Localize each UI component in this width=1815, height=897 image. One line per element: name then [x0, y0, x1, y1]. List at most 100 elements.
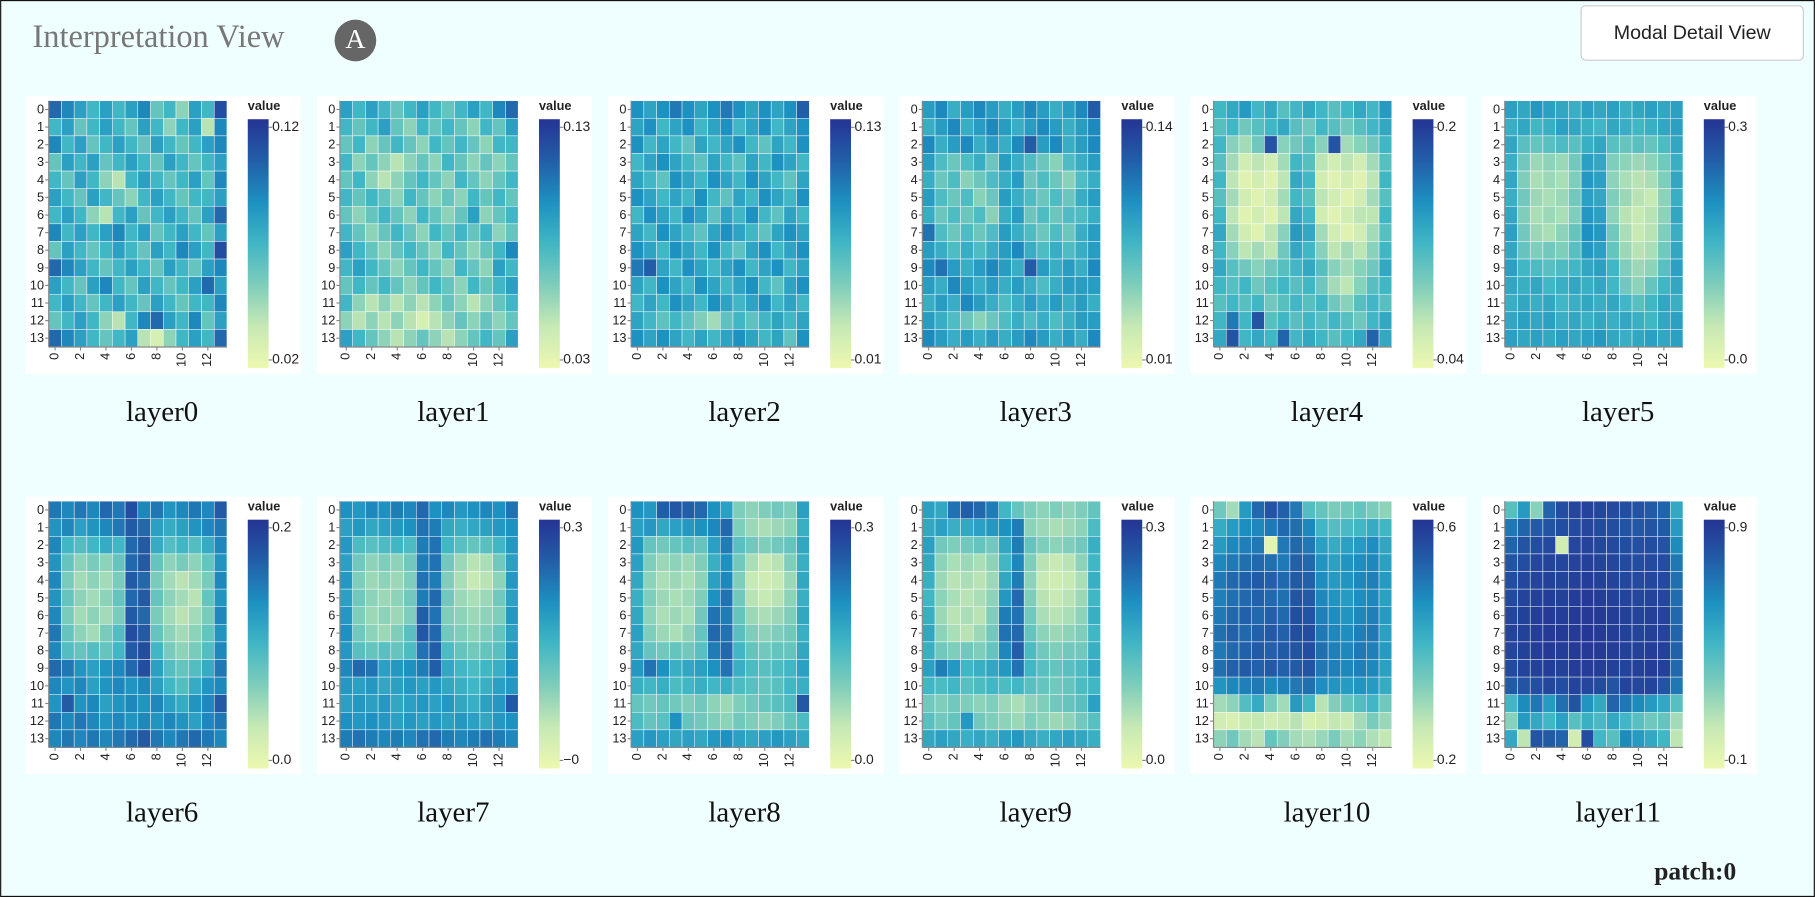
heatmap-cell [175, 624, 189, 643]
heatmap-cell [403, 206, 417, 225]
heatmap-cell [1644, 223, 1658, 242]
heatmap-cell [99, 553, 113, 572]
heatmap-cell [656, 571, 670, 590]
heatmap-cell [390, 659, 404, 678]
heatmap-cell [745, 500, 759, 519]
heatmap-cell [973, 329, 987, 348]
heatmap-cell [745, 588, 759, 607]
y-tick-label: 7 [1202, 225, 1209, 240]
heatmap-cell [681, 588, 695, 607]
x-tick-label: 2 [654, 753, 669, 760]
y-tick-label: 0 [1202, 502, 1209, 517]
heatmap-cell [1011, 694, 1025, 713]
heatmap-cell [1529, 606, 1544, 625]
heatmap-cell [441, 293, 455, 313]
heatmap-cell [1062, 571, 1076, 590]
heatmap-cell [985, 571, 999, 590]
heatmap-cell [377, 659, 392, 678]
heatmap-cell [1036, 170, 1050, 189]
heatmap-cell [732, 536, 746, 555]
heatmap-cell [745, 206, 759, 225]
y-tick-label: 12 [1195, 313, 1209, 328]
heatmap-cell [719, 293, 734, 313]
heatmap-cell [1378, 624, 1392, 643]
heatmap-cell [1087, 518, 1101, 537]
heatmap-cell [492, 624, 506, 643]
heatmap-cell [985, 241, 999, 260]
heatmap-cell [1238, 571, 1252, 590]
heatmap-cell [1593, 729, 1607, 748]
heatmap-cell [124, 329, 139, 348]
button-box[interactable] [1580, 5, 1804, 61]
heatmap-cell [1251, 258, 1265, 277]
heatmap-cell [1087, 293, 1101, 313]
heatmap-cell [1087, 729, 1101, 748]
heatmap-cell [377, 694, 392, 713]
x-tick-label: 0 [338, 753, 353, 760]
heatmap-cell [1568, 659, 1582, 678]
x-tick-label: 10 [756, 753, 771, 767]
heatmap-cell [796, 276, 810, 295]
heatmap-cell [505, 135, 519, 154]
heatmap-cell [1366, 624, 1380, 643]
colorbar-tick-label: 0.13 [854, 118, 881, 134]
button-label[interactable]: Modal Detail View [1614, 22, 1772, 44]
heatmap-cell [1264, 258, 1278, 277]
modal-detail-button[interactable]: Modal Detail View [1580, 5, 1804, 61]
heatmap-cell [188, 241, 202, 260]
x-tick-label: 6 [123, 353, 138, 360]
heatmap-cell [48, 694, 62, 713]
heatmap-cell [1340, 518, 1354, 537]
heatmap-cell [1251, 712, 1265, 731]
heatmap-cell [1264, 100, 1278, 119]
heatmap-cell [1340, 170, 1354, 189]
heatmap-cell [1226, 293, 1240, 313]
heatmap-cell [479, 729, 493, 748]
heatmap-cell [1276, 729, 1291, 748]
heatmap-cell [352, 518, 366, 537]
y-tick-label: 8 [1202, 242, 1209, 257]
colorbar-tick-label: 0.9 [1728, 518, 1748, 534]
heatmap-cell [1049, 500, 1063, 519]
heatmap-cell [454, 624, 468, 643]
heatmap-cell [1366, 311, 1380, 330]
y-tick-label: 1 [1202, 119, 1209, 134]
heatmap-cell [1315, 241, 1329, 260]
heatmap-cell [707, 223, 721, 242]
heatmap-cell [1340, 329, 1354, 348]
heatmap-cell [1276, 118, 1291, 137]
heatmap-cell [694, 641, 708, 660]
x-tick-label: 6 [1288, 353, 1303, 360]
heatmap-cell [1529, 241, 1544, 260]
heatmap-cell [428, 571, 442, 590]
heatmap-cell [1542, 694, 1556, 713]
heatmap-cell [1087, 135, 1101, 154]
heatmap-cell [86, 659, 100, 678]
heatmap-cell [99, 659, 113, 678]
colorbar-tick-label: 0.1 [1728, 751, 1748, 767]
heatmap-cell [1366, 170, 1380, 189]
heatmap-cell [1327, 329, 1342, 348]
heatmap-cell [1593, 641, 1607, 660]
heatmap-cell [1504, 276, 1518, 295]
heatmap-cell [643, 206, 657, 225]
heatmap-cell [1366, 118, 1380, 137]
heatmap-cell [454, 258, 468, 277]
heatmap-cell [732, 135, 746, 154]
x-tick-label: 2 [363, 353, 378, 360]
heatmap-cell [505, 729, 519, 748]
heatmap-cell [1327, 258, 1342, 277]
heatmap-cell [112, 311, 126, 330]
heatmap-cell [758, 588, 772, 607]
heatmap-cell [163, 311, 177, 330]
heatmap-cell [732, 606, 746, 625]
heatmap-cell [719, 188, 734, 207]
heatmap-cell [124, 170, 139, 189]
y-tick-label: 0 [1493, 502, 1500, 517]
heatmap-cell [1226, 329, 1240, 348]
heatmap-cell [1631, 170, 1646, 189]
heatmap-cell [973, 118, 987, 137]
heatmap-cell [201, 276, 215, 295]
heatmap-cell [707, 536, 721, 555]
